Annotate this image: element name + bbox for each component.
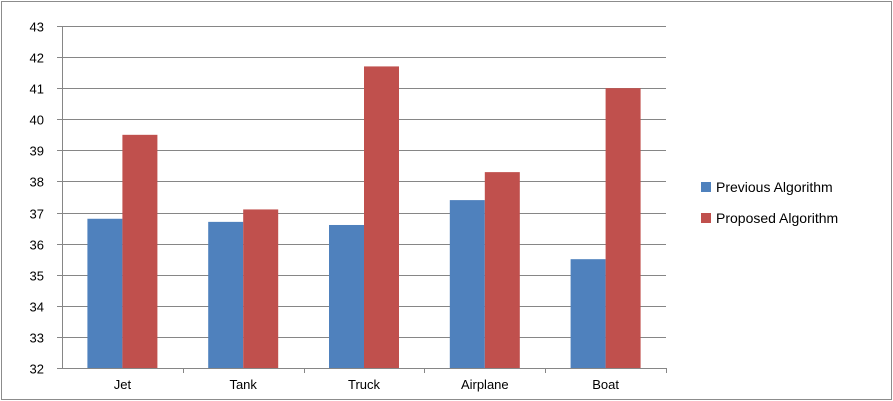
y-tick-label: 42 bbox=[30, 51, 44, 66]
bar-previous bbox=[208, 221, 244, 368]
y-tick-label: 34 bbox=[30, 300, 44, 315]
x-tick-label: Jet bbox=[114, 377, 132, 392]
x-tick-label: Truck bbox=[348, 377, 381, 392]
legend-label: Proposed Algorithm bbox=[716, 210, 838, 226]
bar-proposed bbox=[484, 172, 520, 368]
bar-proposed bbox=[364, 66, 399, 368]
x-tick-label: Airplane bbox=[461, 377, 509, 392]
bars bbox=[87, 66, 641, 368]
bar-previous bbox=[570, 259, 606, 368]
x-tick-label: Tank bbox=[229, 377, 257, 392]
axes bbox=[62, 26, 666, 369]
y-tick-label: 39 bbox=[30, 144, 44, 159]
y-tick-label: 35 bbox=[30, 269, 44, 284]
x-tick-label: Boat bbox=[592, 377, 619, 392]
bar-previous bbox=[87, 218, 123, 368]
y-tick-labels: 32 33 34 35 36 37 38 39 40 41 42 43 bbox=[30, 20, 44, 377]
bar-previous bbox=[449, 200, 485, 368]
y-tick-label: 41 bbox=[30, 82, 44, 97]
bar-proposed bbox=[122, 134, 158, 368]
y-tick-label: 33 bbox=[30, 331, 44, 346]
y-tick-label: 38 bbox=[30, 175, 44, 190]
y-tick-label: 32 bbox=[30, 362, 44, 377]
bar-proposed bbox=[605, 88, 641, 368]
legend: Previous Algorithm Proposed Algorithm bbox=[701, 179, 838, 226]
x-tick-labels: Jet Tank Truck Airplane Boat bbox=[114, 368, 667, 392]
y-tick-label: 43 bbox=[30, 20, 44, 35]
legend-swatch bbox=[701, 213, 711, 223]
legend-swatch bbox=[701, 182, 711, 192]
y-tick-label: 36 bbox=[30, 238, 44, 253]
y-tick-label: 37 bbox=[30, 207, 44, 222]
y-tick-label: 40 bbox=[30, 113, 44, 128]
bar-previous bbox=[329, 224, 364, 368]
bar-proposed bbox=[243, 209, 279, 368]
legend-label: Previous Algorithm bbox=[716, 179, 833, 195]
